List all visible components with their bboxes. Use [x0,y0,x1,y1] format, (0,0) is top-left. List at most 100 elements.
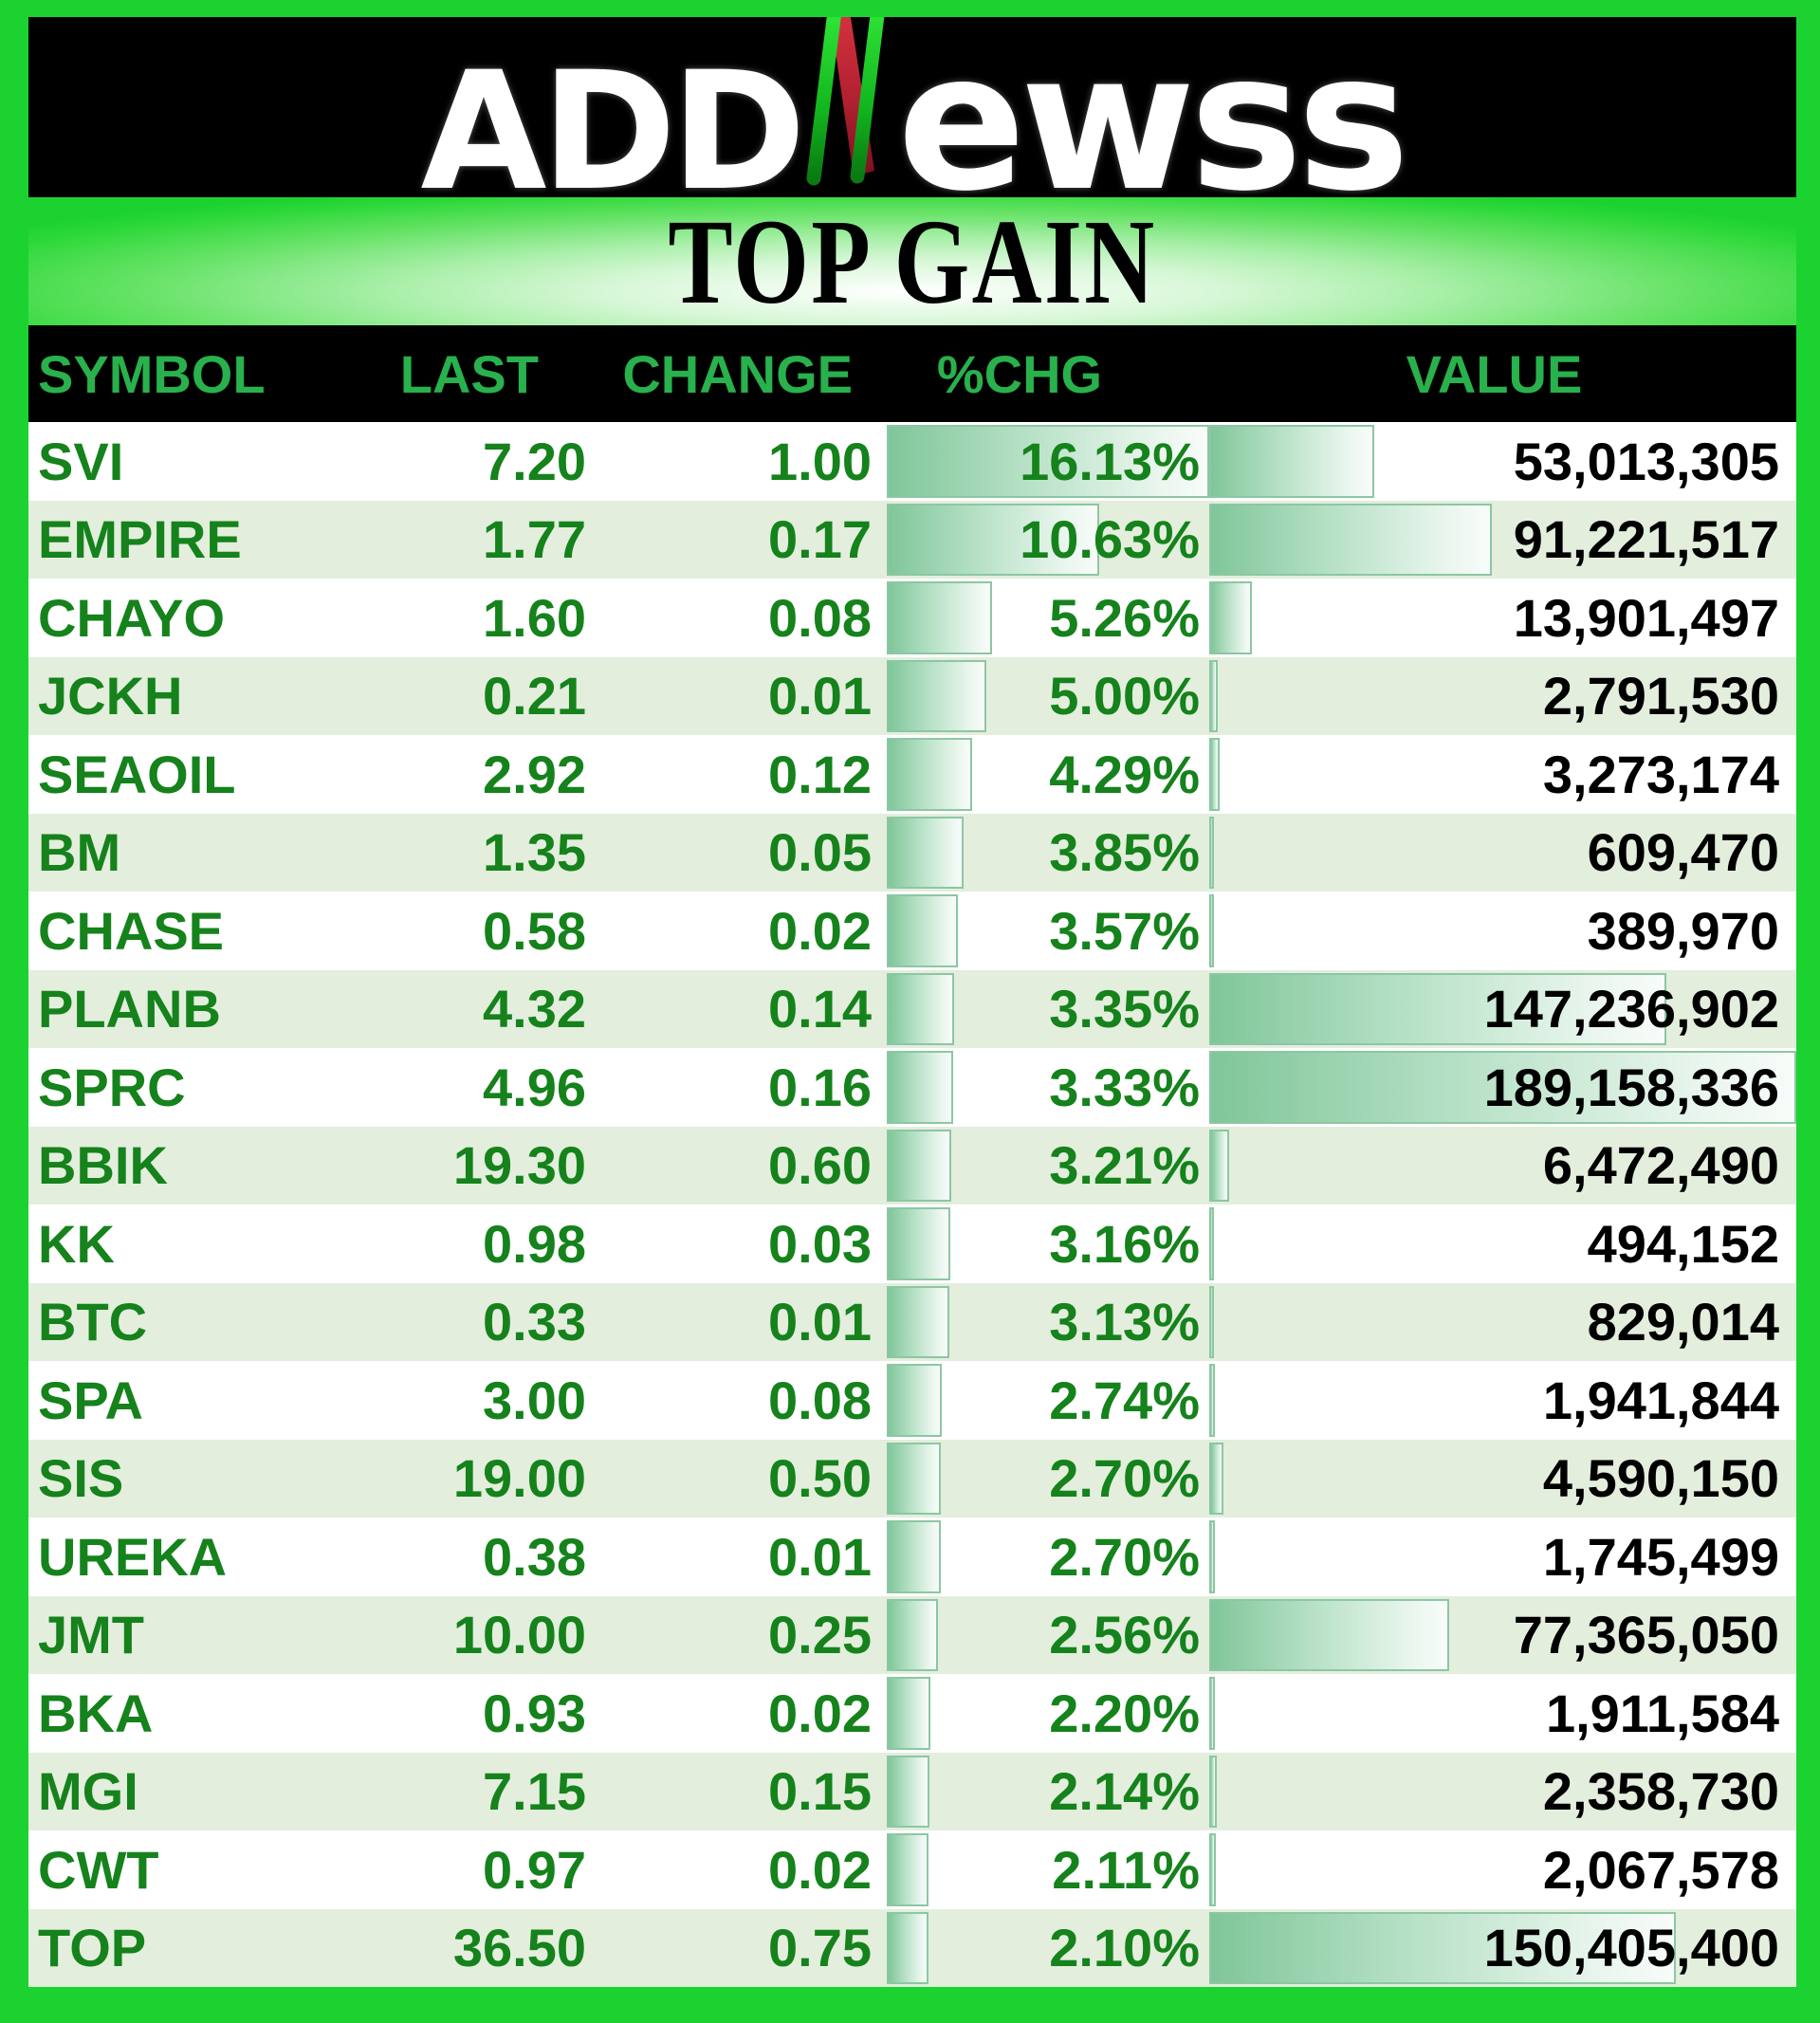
change-cell: 0.01 [768,666,872,726]
symbol-cell: PLANB [38,979,221,1039]
last-price-cell: 2.92 [483,744,586,804]
last-price-cell: 36.50 [452,1918,586,1978]
addnewss-logo: ADD [420,17,1410,198]
change-cell: 0.50 [768,1448,872,1509]
last-price-cell: 0.33 [483,1292,586,1352]
change-cell: 0.08 [768,1370,872,1430]
symbol-cell: JCKH [38,666,183,726]
value-cell: 2,067,578 [1209,1830,1796,1909]
last-price-cell: 1.35 [483,822,586,883]
pct-change-databar [887,503,1100,576]
value-databar [1209,816,1214,889]
table-row: CHASE 0.58 0.02 3.57% 389,970 [28,892,1796,970]
symbol-cell: SPA [38,1370,143,1430]
value-databar [1209,659,1219,732]
table-row: JCKH 0.21 0.01 5.00% 2,791,530 [28,656,1796,736]
pct-change-databar [887,1051,954,1124]
pct-change-cell: 2.56% [887,1596,1209,1675]
pct-change-databar [887,1364,942,1437]
value-cell: 189,158,336 [1209,1048,1796,1127]
value-cell: 6,472,490 [1209,1127,1796,1205]
last-price-cell: 0.38 [483,1526,586,1587]
pct-change-databar [887,1520,941,1593]
pct-change-cell: 4.29% [887,735,1209,814]
column-header-pctchg: %CHG [936,343,1103,404]
value-cell: 389,970 [1209,892,1796,970]
table-body: SVI 7.20 1.00 16.13% 53,013,305 EMPIRE 1… [28,422,1796,1987]
value-databar [1209,1364,1216,1437]
value-cell: 147,236,902 [1209,970,1796,1049]
pct-change-databar [887,1911,929,1984]
table-row: BTC 0.33 0.01 3.13% 829,014 [28,1282,1796,1362]
logo-text-suffix: ewss [897,17,1409,198]
pct-change-cell: 5.00% [887,657,1209,736]
pct-change-databar [887,1129,951,1202]
last-price-cell: 10.00 [452,1605,586,1665]
change-cell: 0.05 [768,822,872,883]
symbol-cell: CHASE [38,900,225,961]
symbol-cell: BTC [38,1292,148,1352]
change-cell: 0.01 [768,1292,872,1352]
value-databar [1209,1442,1224,1515]
pct-change-cell: 2.14% [887,1753,1209,1831]
last-price-cell: 1.60 [483,587,586,648]
logo-bar: ADD [28,17,1796,197]
value-databar [1209,1911,1677,1984]
change-cell: 0.75 [768,1918,872,1978]
logo-text-prefix: ADD [420,36,806,198]
change-cell: 0.25 [768,1605,872,1665]
value-databar [1209,1207,1214,1280]
symbol-cell: CWT [38,1839,159,1900]
last-price-cell: 0.98 [483,1213,586,1274]
table-row: BKA 0.93 0.02 2.20% 1,911,584 [28,1674,1796,1753]
table-row: EMPIRE 1.77 0.17 10.63% 91,221,517 [28,500,1796,579]
pct-change-databar [887,1755,930,1828]
symbol-cell: TOP [38,1918,147,1978]
pct-change-databar [887,1677,931,1750]
value-databar [1209,1598,1450,1671]
table-row: PLANB 4.32 0.14 3.35% 147,236,902 [28,969,1796,1049]
change-cell: 0.16 [768,1057,872,1117]
symbol-cell: EMPIRE [38,509,242,570]
value-cell: 13,901,497 [1209,579,1796,657]
symbol-cell: SIS [38,1448,124,1509]
pct-change-cell: 10.63% [887,501,1209,579]
pct-change-cell: 3.35% [887,970,1209,1049]
pct-change-cell: 3.33% [887,1048,1209,1127]
value-cell: 1,911,584 [1209,1674,1796,1753]
pct-change-cell: 2.20% [887,1674,1209,1753]
value-cell: 1,745,499 [1209,1517,1796,1596]
table-row: UREKA 0.38 0.01 2.70% 1,745,499 [28,1517,1796,1596]
table-row: SPA 3.00 0.08 2.74% 1,941,844 [28,1361,1796,1440]
column-header-last: LAST [399,343,539,404]
value-cell: 2,791,530 [1209,657,1796,736]
column-header-value: VALUE [1406,343,1583,404]
symbol-cell: BBIK [38,1135,168,1196]
pct-change-cell: 2.70% [887,1517,1209,1596]
pct-change-databar [887,425,1209,498]
pct-change-cell: 3.85% [887,814,1209,892]
last-price-cell: 7.20 [483,431,586,491]
pct-change-databar [887,581,992,654]
value-databar [1209,1129,1230,1202]
value-databar [1209,425,1374,498]
table-row: SVI 7.20 1.00 16.13% 53,013,305 [28,422,1796,501]
symbol-cell: JMT [38,1605,144,1665]
pct-change-databar [887,1833,929,1906]
pct-change-cell: 2.74% [887,1361,1209,1440]
last-price-cell: 0.21 [483,666,586,726]
change-cell: 0.02 [768,1683,872,1743]
symbol-cell: CHAYO [38,587,226,648]
last-price-cell: 4.96 [483,1057,586,1117]
pct-change-databar [887,1598,938,1671]
change-cell: 0.60 [768,1135,872,1196]
table-row: CWT 0.97 0.02 2.11% 2,067,578 [28,1830,1796,1909]
value-databar [1209,503,1493,576]
symbol-cell: UREKA [38,1526,228,1587]
last-price-cell: 7.15 [483,1761,586,1822]
last-price-cell: 19.00 [452,1448,586,1509]
value-cell: 829,014 [1209,1283,1796,1362]
change-cell: 0.17 [768,509,872,570]
value-databar [1209,1520,1215,1593]
value-databar [1209,581,1253,654]
